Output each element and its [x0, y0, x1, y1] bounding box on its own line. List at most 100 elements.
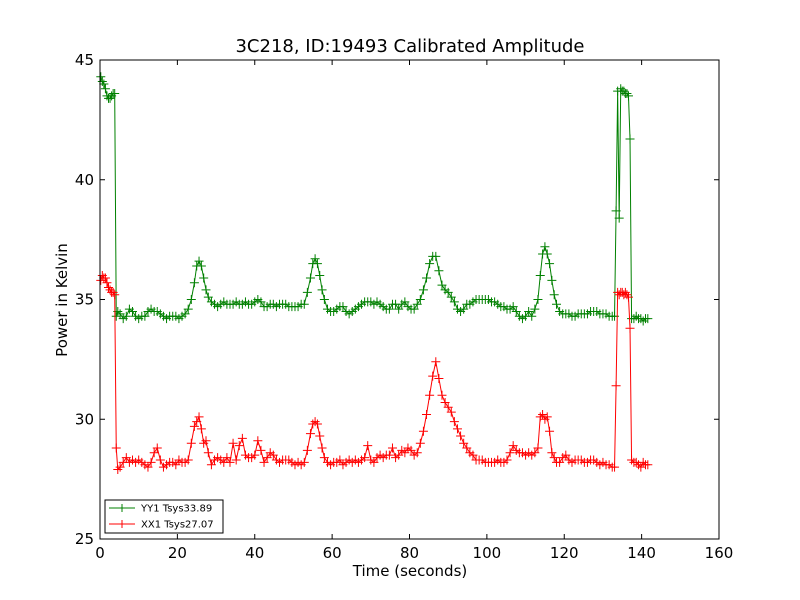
data-point [622, 89, 632, 99]
data-point [459, 438, 469, 448]
data-point [268, 450, 278, 460]
data-point [192, 417, 202, 427]
data-point [549, 453, 559, 463]
data-point [99, 79, 109, 89]
data-point [456, 431, 466, 441]
data-point [524, 306, 534, 316]
data-point [189, 278, 199, 288]
data-point [104, 283, 114, 293]
data-point [446, 407, 456, 417]
legend-entry-1: YY1 Tsys33.89 [109, 504, 212, 515]
data-point [102, 278, 112, 288]
data-point [199, 273, 209, 283]
data-point [547, 275, 557, 285]
data-point [111, 443, 121, 453]
data-point [189, 421, 199, 431]
series-line-1 [100, 76, 648, 322]
data-point [611, 381, 621, 391]
chart-title: 3C218, ID:19493 Calibrated Amplitude [235, 36, 584, 57]
data-point [256, 445, 266, 455]
x-tick-label: 40 [245, 544, 264, 562]
data-point [535, 271, 545, 281]
x-tick-label: 160 [705, 544, 734, 562]
data-point [533, 443, 543, 453]
data-point [406, 445, 416, 455]
legend-entry-2: XX1 Tsys27.07 [109, 520, 214, 531]
data-point [631, 311, 641, 321]
data-point [196, 261, 206, 271]
data-point [259, 457, 269, 467]
data-point [625, 323, 635, 333]
data-point [400, 297, 410, 307]
data-point [530, 448, 540, 458]
data-point [540, 414, 550, 424]
data-point [542, 249, 552, 259]
data-point [299, 457, 309, 467]
data-point [319, 295, 329, 304]
data-point [234, 441, 244, 451]
legend-swatch-marker [118, 504, 126, 512]
data-point [549, 290, 559, 300]
data-point [511, 306, 521, 316]
y-tick-label: 40 [75, 171, 94, 189]
data-point [412, 448, 422, 458]
data-point [636, 462, 646, 472]
data-point [115, 309, 125, 319]
x-tick-label: 120 [550, 544, 579, 562]
data-point [418, 426, 428, 436]
data-point [110, 290, 120, 300]
data-point [422, 409, 432, 419]
data-point [384, 304, 394, 314]
data-point [312, 259, 322, 269]
data-point [452, 424, 462, 434]
data-point [140, 311, 150, 321]
data-point [415, 295, 425, 304]
data-point [394, 450, 404, 460]
data-point [100, 273, 110, 283]
x-tick-label: 0 [95, 544, 105, 562]
legend-label: XX1 Tsys27.07 [141, 520, 214, 531]
data-point [415, 438, 425, 448]
series-2 [96, 271, 653, 475]
data-point [360, 453, 370, 463]
x-tick-label: 80 [400, 544, 419, 562]
data-point [425, 259, 435, 269]
data-point [225, 457, 235, 467]
data-point [108, 287, 118, 297]
data-point [100, 84, 110, 94]
legend-box [104, 499, 224, 534]
data-point [614, 213, 624, 223]
data-point [262, 453, 272, 463]
data-point [468, 450, 478, 460]
data-point [312, 419, 322, 429]
legend: YY1 Tsys33.89 XX1 Tsys27.07 [104, 499, 224, 534]
data-point [440, 397, 450, 407]
data-point [96, 72, 106, 82]
data-point [369, 457, 379, 467]
data-point [363, 441, 373, 451]
data-point [552, 299, 562, 309]
x-tick-label: 60 [323, 544, 342, 562]
data-point [183, 304, 193, 314]
data-point [317, 443, 327, 453]
x-tick-label: 100 [473, 544, 502, 562]
x-tick-label: 140 [627, 544, 656, 562]
data-point [643, 460, 653, 470]
data-point [180, 309, 190, 319]
data-point [459, 304, 469, 314]
data-point [111, 311, 121, 321]
data-point [384, 450, 394, 460]
data-point [449, 297, 459, 307]
data-point [196, 424, 206, 434]
data-point [97, 77, 107, 87]
data-point [434, 266, 444, 276]
data-point [186, 438, 196, 448]
data-point [155, 455, 165, 465]
data-point [538, 409, 548, 419]
data-point [533, 295, 543, 304]
data-point [250, 450, 260, 460]
data-point [201, 285, 211, 295]
data-point [443, 402, 453, 412]
data-point [310, 254, 320, 264]
